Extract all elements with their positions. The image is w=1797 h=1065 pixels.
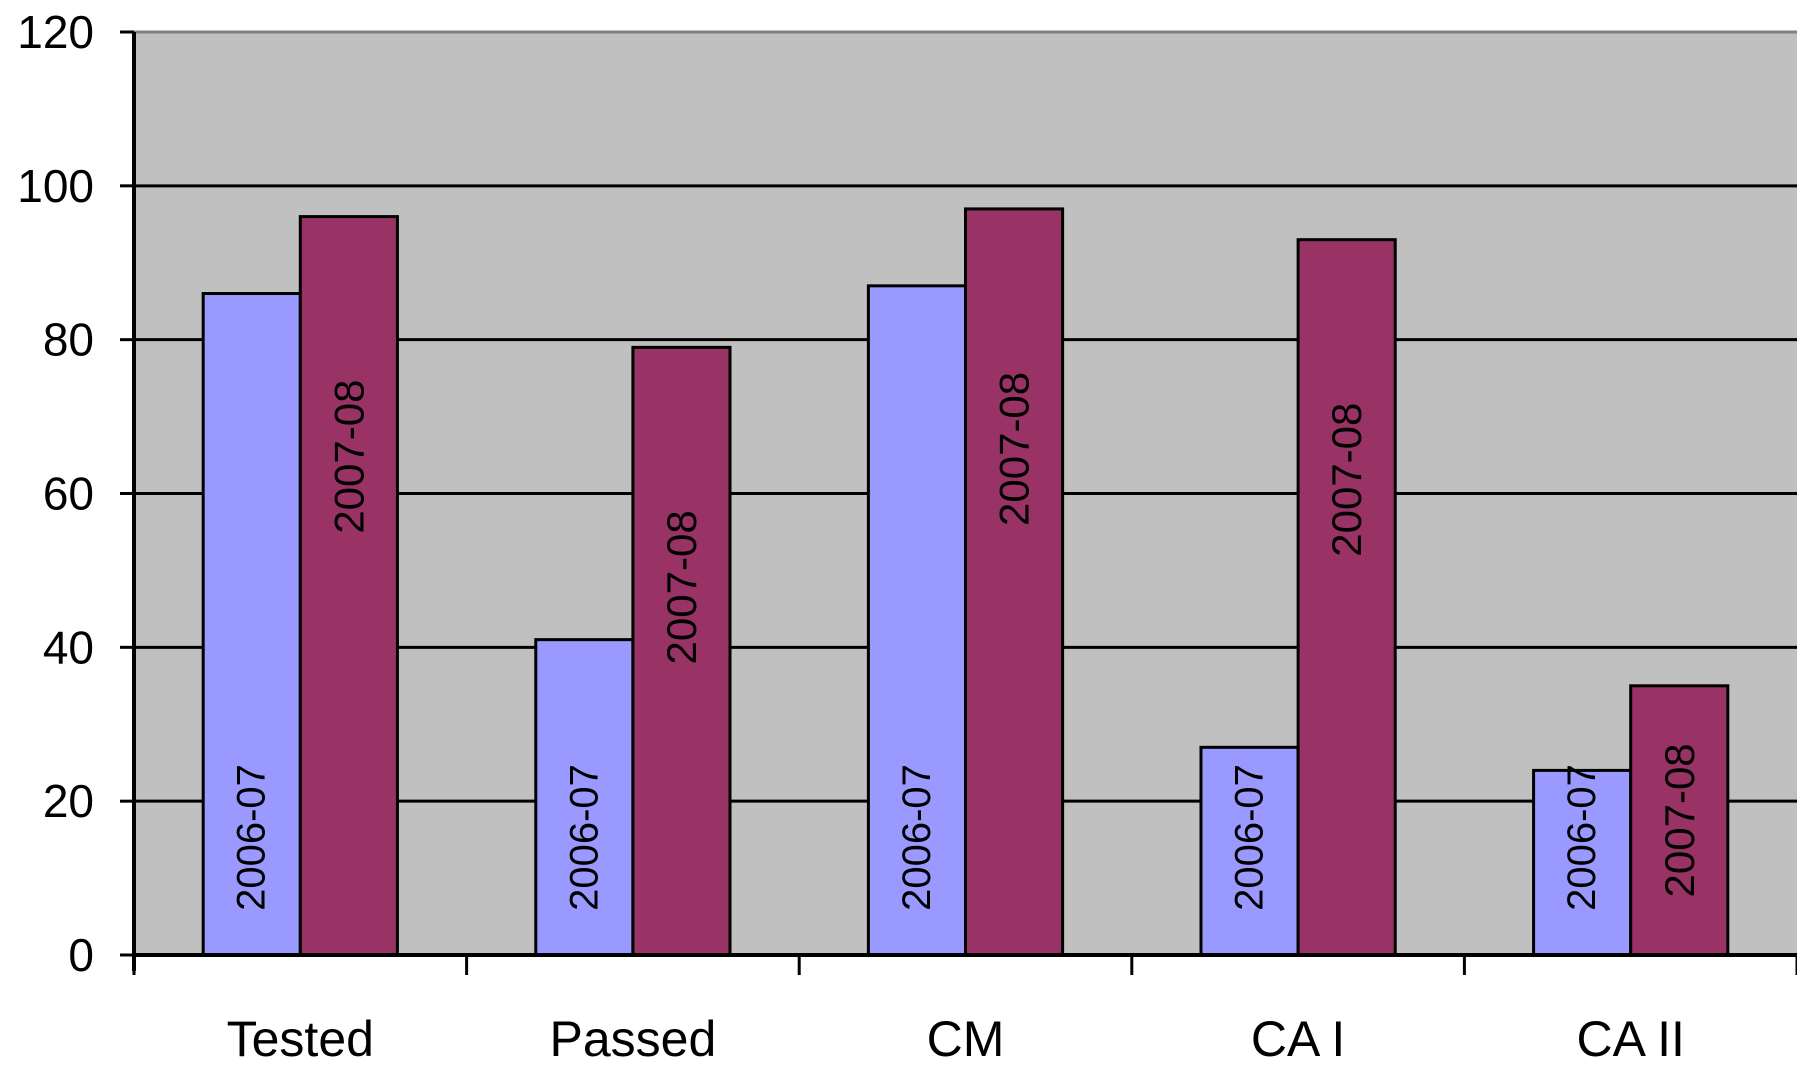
y-tick-label: 40 [43, 621, 94, 673]
bar [1199, 745, 1300, 957]
y-tick-label: 20 [43, 775, 94, 827]
bar-data-label: 2007-08 [325, 380, 372, 534]
bar-data-label: 2006-07 [895, 764, 939, 911]
bars: 2006-07 2007-08 2006-07 2007-08 2006-07 2007-… [201, 207, 1730, 957]
x-category-label: CA II [1577, 1011, 1685, 1065]
y-tick-label: 80 [43, 314, 94, 366]
bar-data-label: 2007-08 [1323, 403, 1370, 557]
x-category-label: Passed [550, 1011, 717, 1065]
y-axis-ticks: 0 20 40 60 80 100 120 [17, 6, 134, 981]
bar [534, 638, 635, 957]
bar [1296, 238, 1397, 957]
bar-data-label: 2006-07 [1560, 764, 1604, 911]
bar-data-label: 2006-07 [230, 764, 274, 911]
bar-data-label: 2007-08 [658, 510, 705, 664]
y-tick-label: 120 [17, 6, 94, 58]
y-tick-label: 60 [43, 468, 94, 520]
bar-data-label: 2006-07 [562, 764, 606, 911]
bar-data-label: 2007-08 [1656, 743, 1703, 897]
bar [964, 207, 1065, 957]
y-tick-label: 0 [68, 929, 94, 981]
x-category-label: Tested [227, 1011, 374, 1065]
bar [298, 215, 399, 957]
x-axis-labels: Tested Passed CM CA I CA II [227, 1011, 1685, 1065]
x-category-label: CA I [1251, 1011, 1345, 1065]
bar [631, 345, 732, 957]
axes [132, 32, 1797, 975]
bar [866, 284, 967, 957]
bar-data-label: 2006-07 [1228, 764, 1272, 911]
bar [1629, 684, 1730, 957]
x-category-label: CM [927, 1011, 1005, 1065]
y-tick-label: 100 [17, 160, 94, 212]
bar-data-label: 2007-08 [991, 372, 1038, 526]
